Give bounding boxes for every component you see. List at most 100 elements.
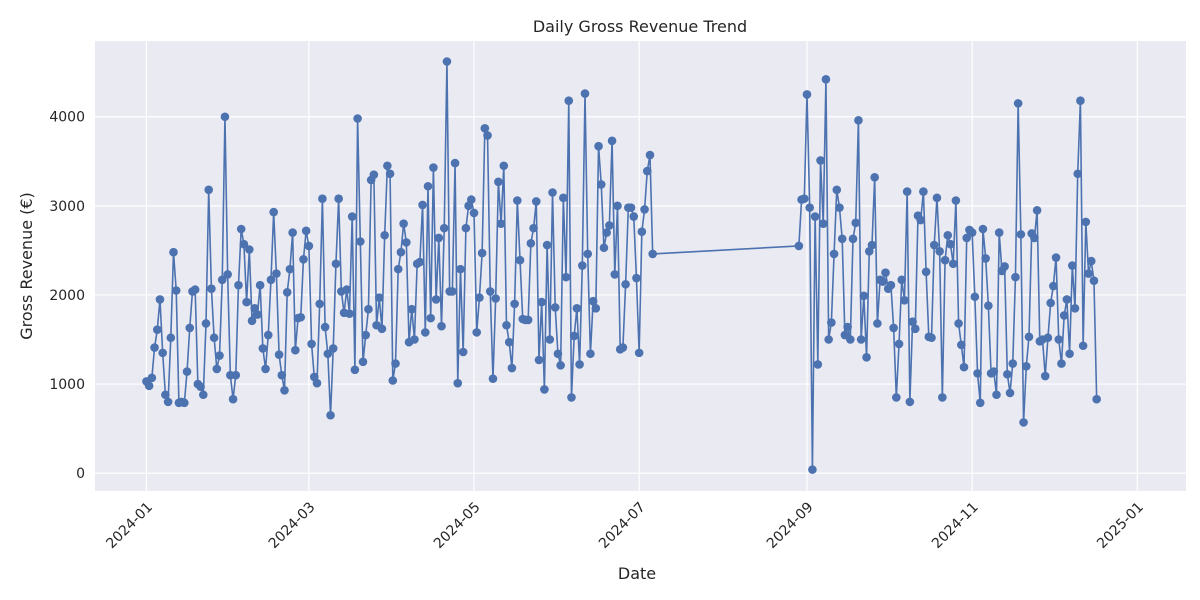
data-point [992,390,1001,400]
data-point [561,272,571,282]
data-point [540,385,549,394]
data-point [402,238,411,247]
data-point [881,268,890,277]
data-point [410,335,419,344]
data-point [1016,230,1026,239]
data-point [637,227,647,236]
data-point [288,228,297,237]
data-point [285,264,295,274]
data-point [821,75,831,84]
data-point [342,285,352,294]
data-point [954,319,963,328]
data-point [962,233,972,243]
data-point [889,323,898,333]
data-point [900,296,909,305]
data-point [212,364,222,374]
data-point [477,248,487,258]
data-point [320,322,330,332]
data-point [280,386,289,395]
data-point [152,325,162,335]
data-point [494,177,503,187]
data-point [967,228,977,237]
data-point [1021,361,1031,371]
data-point [859,291,869,301]
data-point [347,212,357,221]
chart-title: Daily Gross Revenue Trend [533,17,747,36]
data-point [818,219,828,228]
data-point [328,344,338,353]
data-point [247,316,257,326]
data-point [951,196,961,205]
data-point [453,378,463,388]
data-point [269,207,278,217]
data-point [846,335,855,344]
data-point [315,299,325,309]
data-point [407,304,417,314]
data-point [1040,371,1050,381]
data-point [613,201,622,211]
data-point [575,360,584,369]
data-point [323,349,333,359]
x-tick-labels: 2024-01 2024-03 2024-05 2024-07 2024-09 2024-… [103,499,1147,552]
data-point [255,280,265,290]
data-point [873,319,882,328]
data-point [1049,281,1058,291]
data-point [545,335,555,344]
y-tick-labels: 0 1000 2000 3000 4000 [49,110,85,482]
data-point [169,247,178,257]
data-point [155,295,165,304]
data-point [217,275,227,285]
data-point [207,284,216,294]
data-point [198,390,208,400]
data-point [296,312,306,322]
data-point [648,249,657,259]
data-point [886,280,896,290]
data-point [534,355,544,365]
data-point [1081,217,1091,227]
data-point [291,345,300,355]
data-point [196,382,205,392]
data-point [932,193,942,203]
data-point [499,161,509,171]
data-point [472,328,482,337]
data-point [948,259,958,269]
data-point [1008,359,1018,368]
series-revenue [142,57,1101,474]
data-point [1043,333,1053,343]
data-point [491,294,500,303]
data-point [334,194,343,204]
data-point [794,241,804,251]
data-point [910,324,920,334]
data-point [420,328,430,337]
data-point [450,158,460,168]
data-point [318,194,327,204]
data-point [223,270,232,279]
data-point [391,359,400,368]
x-tick-label: 2025-01 [1094,499,1147,552]
data-point [851,218,861,228]
data-point [513,196,522,205]
data-point [856,335,866,344]
data-point [423,181,433,191]
data-point [994,228,1004,237]
data-point [1073,169,1083,179]
data-point [957,340,966,350]
data-point [166,333,176,343]
data-point [813,360,823,369]
data-point [399,219,408,228]
data-point [1032,206,1042,215]
data-point [550,303,560,312]
data-point [507,363,517,373]
data-point [448,287,457,296]
data-point [564,96,574,105]
data-point [277,370,287,380]
data-point [415,257,425,267]
data-point [927,333,936,343]
data-point [1078,341,1088,351]
data-point [938,393,947,402]
data-point [929,240,939,250]
data-point [515,255,525,265]
data-point [1019,418,1028,427]
data-point [1092,394,1101,404]
data-point [299,255,308,264]
